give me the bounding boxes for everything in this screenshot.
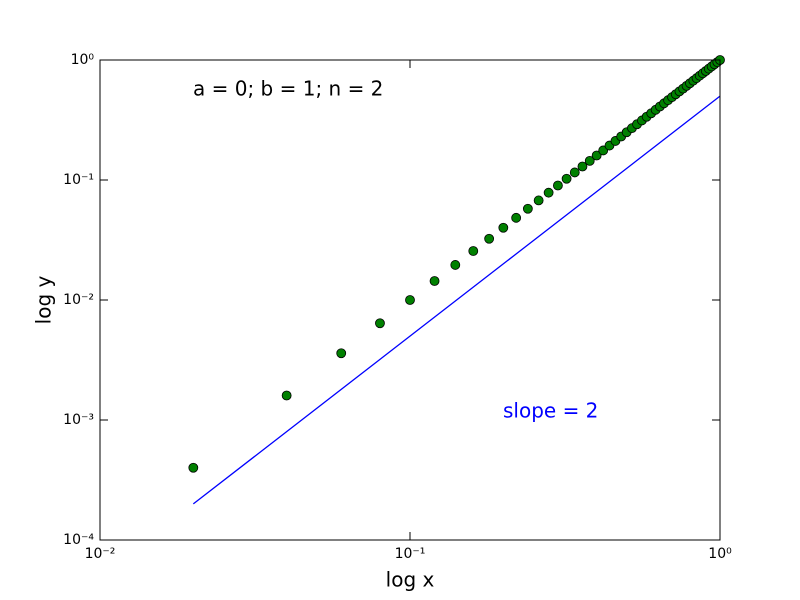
point <box>511 212 522 223</box>
point <box>577 161 588 172</box>
point <box>450 260 461 270</box>
plot-frame <box>99 59 721 541</box>
point <box>405 295 415 305</box>
point <box>561 173 572 184</box>
point <box>584 155 595 166</box>
point <box>591 150 602 161</box>
y-tick-label: 10⁻³ <box>63 412 94 428</box>
point <box>553 180 563 191</box>
point <box>543 187 554 198</box>
point <box>375 318 385 329</box>
x-tick-label: 10⁻¹ <box>395 546 426 562</box>
point <box>498 222 509 233</box>
annotation: a = 0; b = 1; n = 2 <box>193 77 383 101</box>
line <box>192 95 721 505</box>
point <box>468 246 479 256</box>
y-tick-label: 10⁰ <box>71 52 95 68</box>
point <box>429 276 440 286</box>
point <box>533 195 544 206</box>
x-tick-label: 10⁻² <box>85 546 116 562</box>
y-tick-label: 10⁻¹ <box>63 172 94 188</box>
annotation: slope = 2 <box>503 399 598 423</box>
x-tick-label: 10⁰ <box>708 546 732 562</box>
point <box>522 203 533 214</box>
point <box>569 167 580 178</box>
point <box>281 390 292 401</box>
y-tick-label: 10⁻⁴ <box>63 532 94 548</box>
y-axis-label: log y <box>32 275 56 324</box>
point <box>484 233 495 244</box>
point <box>188 462 199 473</box>
point <box>336 348 347 359</box>
x-axis-label: log x <box>386 568 435 592</box>
y-tick-label: 10⁻² <box>63 292 94 308</box>
